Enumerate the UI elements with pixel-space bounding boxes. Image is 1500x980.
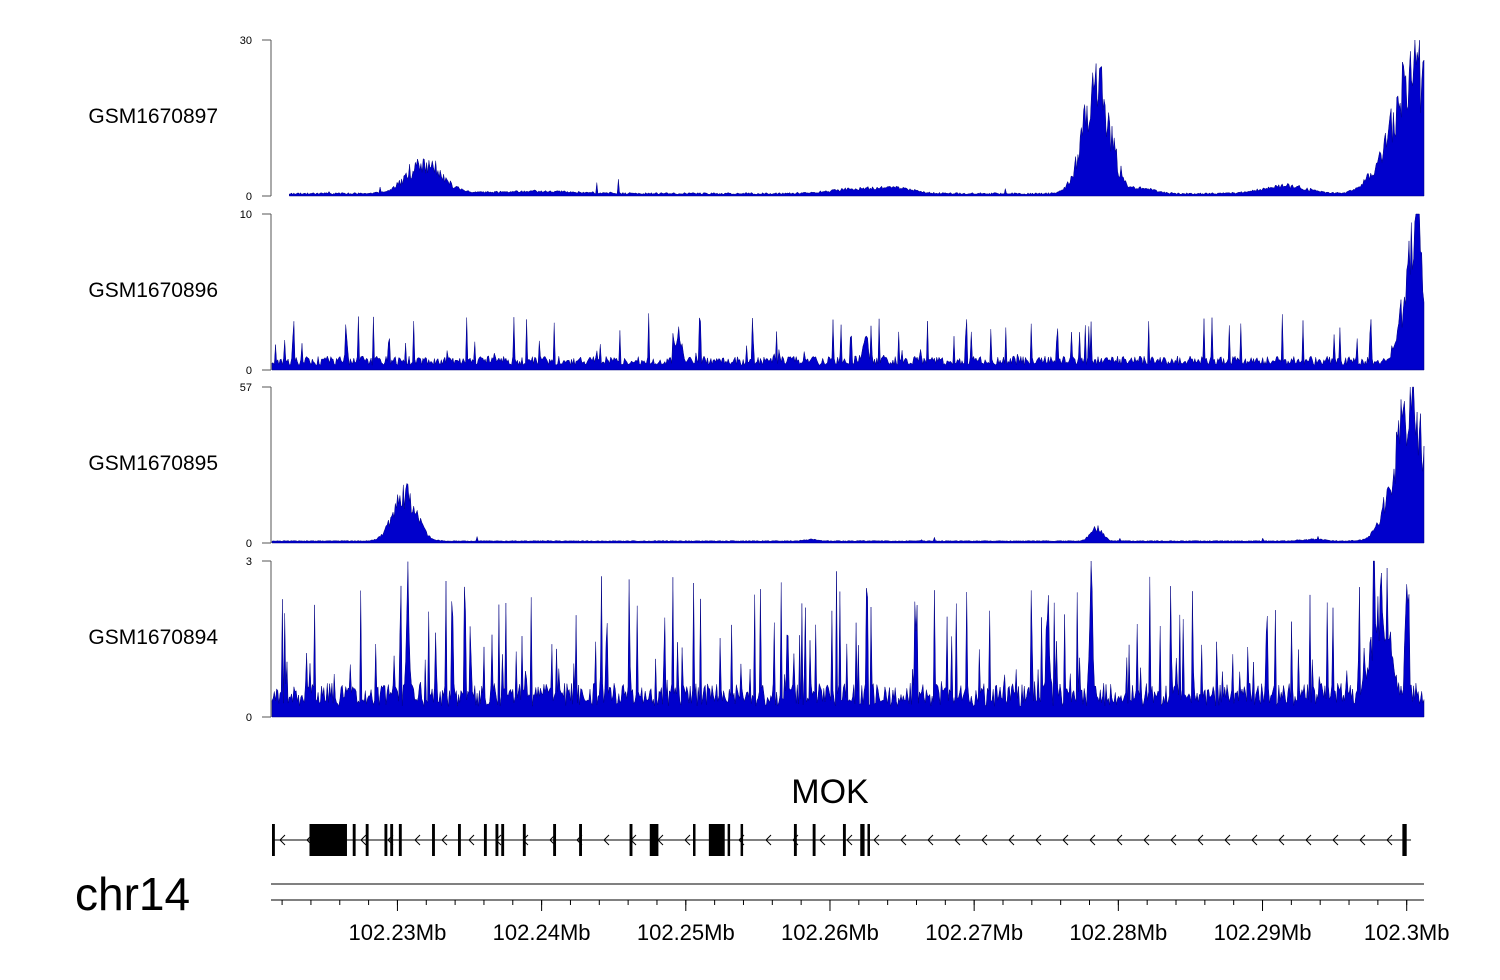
strand-arrow: [1332, 834, 1339, 846]
exon: [522, 824, 526, 856]
exon: [842, 824, 846, 856]
exon: [740, 824, 744, 856]
coverage-signal: [289, 39, 1425, 197]
exon: [1402, 824, 1407, 856]
y-max-label: 10: [240, 209, 252, 221]
exon: [860, 824, 865, 856]
coverage-track: GSM1670894 3 0: [88, 556, 1425, 724]
strand-arrow: [1062, 834, 1069, 846]
track-name-label: GSM1670897: [88, 105, 218, 128]
strand-arrow: [981, 834, 988, 846]
strand-arrow: [900, 834, 907, 846]
y-min-label: 0: [246, 538, 252, 550]
axis-tick-label: 102.29Mb: [1214, 920, 1312, 945]
coding-block: [309, 824, 347, 856]
exon: [384, 824, 388, 856]
strand-arrow: [279, 834, 286, 846]
strand-arrow: [1359, 834, 1366, 846]
strand-arrow: [441, 834, 448, 846]
strand-arrow: [1305, 834, 1312, 846]
exon: [352, 824, 356, 856]
coverage-track: GSM1670897 30 0: [88, 35, 1425, 203]
strand-arrow: [1143, 834, 1150, 846]
axis-tick-label: 102.23Mb: [349, 920, 447, 945]
strand-arrow: [1008, 834, 1015, 846]
exon: [272, 824, 275, 856]
gene-model-track: MOK: [272, 773, 1412, 856]
strand-arrow: [1170, 834, 1177, 846]
y-min-label: 0: [246, 191, 252, 203]
exon: [793, 824, 797, 856]
strand-arrow: [603, 834, 610, 846]
strand-arrow: [927, 834, 934, 846]
strand-arrow: [1035, 834, 1042, 846]
exon: [390, 824, 394, 856]
y-max-label: 30: [240, 35, 252, 47]
track-name-label: GSM1670896: [88, 279, 218, 302]
strand-arrow: [1278, 834, 1285, 846]
strand-arrow: [414, 834, 421, 846]
track-name-label: GSM1670895: [88, 452, 218, 475]
coverage-track: GSM1670895 57 0: [88, 382, 1425, 550]
coverage-signal: [271, 386, 1425, 544]
y-max-label: 57: [240, 382, 252, 394]
coverage-signal: [271, 560, 1425, 718]
strand-arrow: [1116, 834, 1123, 846]
y-max-label: 3: [246, 556, 252, 568]
exon: [495, 824, 499, 856]
axis-tick-label: 102.27Mb: [925, 920, 1023, 945]
strand-arrow: [846, 834, 853, 846]
exon: [365, 824, 369, 856]
strand-arrow: [1251, 834, 1258, 846]
y-min-label: 0: [246, 712, 252, 724]
strand-arrow: [1224, 834, 1231, 846]
exon: [727, 824, 731, 856]
coverage-track: GSM1670896 10 0: [88, 209, 1425, 377]
strand-arrow: [954, 834, 961, 846]
exon: [693, 824, 696, 856]
axis-tick-label: 102.28Mb: [1069, 920, 1167, 945]
strand-arrow: [684, 834, 691, 846]
track-name-label: GSM1670894: [88, 626, 218, 649]
exon: [812, 824, 816, 856]
exon: [867, 824, 870, 856]
genome-axis-track: chr14 102.23Mb 102.24Mb 102.25Mb 102.26Mb 10…: [75, 868, 1450, 945]
exon: [398, 824, 402, 856]
strand-arrow: [765, 834, 772, 846]
strand-arrow: [873, 834, 880, 846]
strand-arrow: [468, 834, 475, 846]
exon: [708, 824, 725, 856]
coverage-signal: [271, 213, 1425, 371]
exon: [316, 824, 323, 856]
axis-tick-label: 102.3Mb: [1364, 920, 1450, 945]
exon: [579, 824, 582, 856]
chromosome-label: chr14: [75, 868, 190, 920]
exon: [483, 824, 487, 856]
coverage-tracks: GSM1670897300GSM1670896100GSM1670895570G…: [88, 35, 1425, 724]
y-min-label: 0: [246, 365, 252, 377]
strand-arrow: [1089, 834, 1096, 846]
exon: [629, 824, 633, 856]
exon: [457, 824, 461, 856]
strand-arrow: [819, 834, 826, 846]
axis-tick-label: 102.26Mb: [781, 920, 879, 945]
exon: [501, 824, 505, 856]
exon: [553, 824, 557, 856]
axis-tick-label: 102.25Mb: [637, 920, 735, 945]
strand-arrow: [1386, 834, 1393, 846]
strand-arrow: [1197, 834, 1204, 846]
exon: [649, 824, 659, 856]
gene-name-label: MOK: [791, 773, 869, 811]
axis-tick-label: 102.24Mb: [493, 920, 591, 945]
exon: [432, 824, 435, 856]
strand-arrow: [360, 834, 367, 846]
